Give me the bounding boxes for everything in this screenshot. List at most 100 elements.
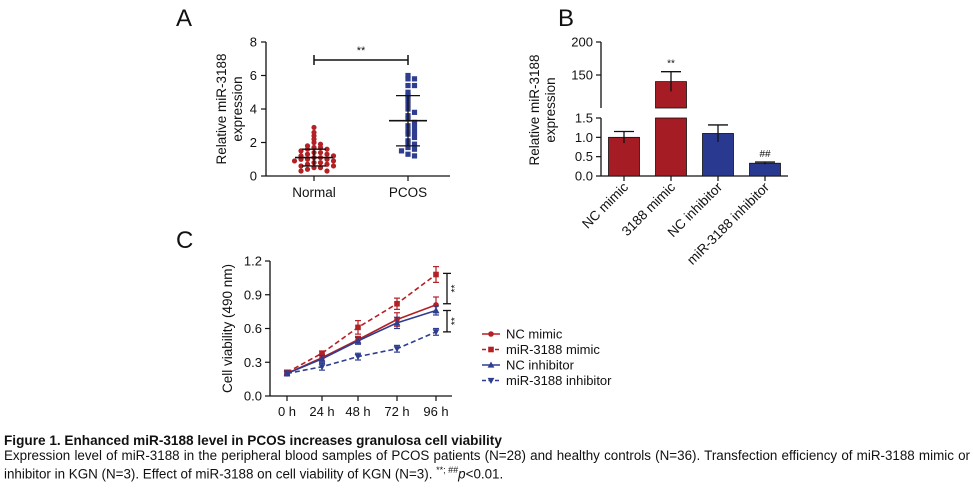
y-tick-label: 8 — [250, 35, 257, 50]
data-point-normal — [317, 149, 324, 156]
data-point-normal — [317, 160, 324, 166]
data-point — [432, 329, 440, 336]
x-tick-label: PCOS — [389, 185, 427, 200]
significance-label: ** — [450, 285, 461, 293]
bar — [608, 136, 640, 177]
panel-b-bar-chart: 0.0 0.5 1.0 1.5 150 200 Relative miR-3188expre… — [527, 35, 788, 268]
significance-label: ## — [759, 149, 771, 160]
x-tick-label: 24 h — [309, 404, 334, 419]
data-point-normal — [298, 163, 304, 169]
data-point — [319, 350, 325, 357]
y-tick-label: 4 — [250, 102, 257, 117]
data-point-pcos — [411, 119, 418, 125]
data-point — [283, 370, 291, 377]
legend-marker — [487, 377, 495, 384]
data-point-normal — [304, 166, 311, 172]
y-tick-label: 1.0 — [575, 130, 593, 145]
y-axis-label: Cell viability (490 nm) — [220, 264, 235, 393]
y-tick-label: 0.3 — [244, 355, 262, 370]
caption-text: Expression level of miR-3188 in the peri… — [4, 448, 970, 482]
y-tick-label: 200 — [571, 35, 593, 50]
significance-label: ** — [450, 317, 461, 325]
bar-lower-segment — [655, 117, 687, 177]
data-point-normal — [298, 168, 304, 174]
panel-a-letter: A — [176, 5, 192, 32]
panel-b-letter: B — [558, 5, 574, 32]
caption-body: Expression level of miR-3188 in the peri… — [4, 448, 970, 481]
data-point-pcos — [411, 153, 418, 159]
y-axis-label-line: Relative miR-3188 — [527, 54, 542, 165]
legend-label: miR-3188 inhibitor — [506, 373, 612, 388]
data-point-normal — [291, 158, 298, 164]
data-point-pcos — [405, 82, 411, 89]
data-point-normal — [311, 139, 317, 146]
x-tick-label: Normal — [292, 185, 336, 200]
legend-label: NC inhibitor — [506, 358, 575, 373]
data-point-normal — [324, 168, 330, 174]
x-tick-label: 0 h — [278, 404, 296, 419]
bar — [749, 162, 781, 177]
y-tick-label: 0.0 — [244, 389, 262, 404]
legend-label: miR-3188 mimic — [506, 342, 600, 357]
data-point-pcos — [411, 134, 418, 141]
data-point-pcos — [411, 82, 418, 89]
legend-marker — [488, 331, 494, 337]
caption-title: Figure 1. Enhanced miR-3188 level in PCO… — [4, 433, 502, 448]
y-tick-label: 0.6 — [244, 321, 262, 336]
data-point — [432, 307, 440, 314]
y-axis-label-line: expression — [230, 76, 245, 141]
y-axis-label: Relative miR-3188expression — [527, 54, 558, 165]
data-point-pcos — [411, 124, 418, 131]
legend-marker — [488, 346, 494, 353]
y-tick-label: 1.5 — [575, 111, 593, 126]
y-tick-label: 6 — [250, 68, 257, 83]
panel-c-line-chart: 0.0 0.3 0.6 0.9 1.2 0 h 24 h 48 h 72 h 96 h Cell v… — [220, 254, 612, 420]
panel-c-letter: C — [176, 227, 193, 254]
data-point-normal — [330, 158, 337, 164]
data-point-pcos — [398, 148, 405, 154]
data-point-pcos — [405, 151, 411, 157]
y-axis-label: Relative miR-3188expression — [214, 53, 245, 164]
data-point — [393, 319, 401, 326]
data-point — [354, 354, 362, 361]
data-point-pcos — [411, 141, 418, 147]
y-tick-label: 150 — [571, 68, 593, 83]
x-tick-label: 72 h — [384, 404, 409, 419]
legend-marker — [487, 361, 495, 368]
significance-label: ** — [667, 59, 675, 70]
data-point-normal — [311, 124, 317, 131]
y-tick-label: 1.2 — [244, 254, 262, 269]
data-point-pcos — [411, 109, 418, 115]
y-tick-label: 0.5 — [575, 149, 593, 164]
data-point — [355, 324, 361, 331]
data-point-normal — [324, 146, 330, 152]
y-tick-label: 0 — [250, 169, 257, 184]
significance-label: ** — [357, 45, 366, 57]
caption-significance-marks: **; ## — [436, 465, 459, 475]
y-tick-label: 0.9 — [244, 287, 262, 302]
series-line — [286, 273, 437, 374]
panel-a-scatter: 0 2 4 6 8 Normal PCOS Relative miR-3188expressi… — [214, 35, 450, 200]
x-tick-label: 48 h — [345, 404, 370, 419]
y-axis-label-line: expression — [543, 77, 558, 142]
data-point-pcos — [405, 76, 411, 82]
data-point-pcos — [411, 76, 418, 82]
legend-label: NC mimic — [506, 327, 563, 342]
data-point — [393, 346, 401, 353]
x-tick-label: 96 h — [423, 404, 448, 419]
data-point — [433, 271, 439, 278]
caption-p-symbol: p — [458, 466, 466, 482]
data-point-pcos — [411, 129, 418, 136]
data-point-pcos — [405, 144, 411, 151]
caption-p-threshold: <0.01. — [465, 466, 504, 482]
y-tick-label: 2 — [250, 135, 257, 150]
figure-caption: Figure 1. Enhanced miR-3188 level in PCO… — [4, 433, 970, 481]
data-point — [318, 364, 326, 371]
data-point-normal — [330, 163, 337, 169]
data-point-normal — [324, 151, 330, 157]
y-tick-label: 0.0 — [575, 169, 593, 184]
data-point — [318, 355, 326, 362]
data-point-pcos — [411, 146, 418, 152]
y-axis-label-line: Relative miR-3188 — [214, 53, 229, 164]
